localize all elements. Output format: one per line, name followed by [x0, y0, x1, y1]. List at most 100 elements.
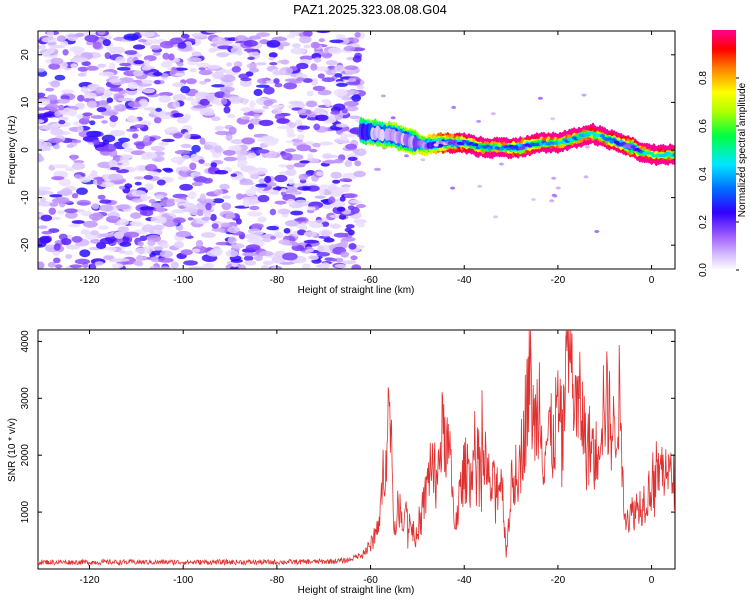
noise-blob: [45, 103, 59, 110]
noise-blob: [223, 106, 231, 114]
noise-blob: [144, 164, 158, 172]
noise-blob: [60, 40, 69, 47]
noise-blob: [330, 171, 342, 179]
noise-blob: [137, 241, 144, 247]
noise-blob: [160, 266, 171, 269]
noise-blob: [336, 206, 346, 212]
noise-blob: [286, 164, 295, 170]
noise-blob: [179, 183, 194, 191]
noise-blob: [280, 59, 290, 65]
noise-speck: [390, 116, 396, 120]
noise-speck: [530, 198, 536, 201]
noise-blob: [307, 255, 319, 261]
noise-blob: [342, 186, 350, 193]
noise-blob: [38, 141, 48, 148]
noise-blob: [38, 113, 53, 118]
noise-blob: [326, 65, 336, 70]
noise-blob: [298, 173, 308, 181]
noise-blob: [248, 35, 262, 40]
noise-blob: [247, 56, 255, 60]
noise-blob: [344, 227, 352, 233]
noise-blob: [304, 249, 314, 253]
noise-blob: [54, 196, 70, 203]
figure-title: PAZ1.2025.323.08.08.G04: [293, 2, 447, 17]
noise-blob: [38, 225, 48, 230]
noise-blob: [235, 218, 242, 225]
noise-blob: [99, 99, 108, 108]
noise-blob: [126, 117, 139, 123]
y-tick-label: 0: [20, 147, 31, 153]
noise-blob: [261, 264, 269, 269]
noise-blob: [51, 176, 65, 181]
noise-blob: [286, 133, 296, 138]
noise-blob: [191, 181, 203, 187]
noise-blob: [192, 105, 208, 109]
noise-blob: [283, 228, 291, 234]
signal-cell: [672, 153, 675, 157]
noise-speck: [551, 176, 557, 180]
noise-blob: [172, 113, 184, 118]
noise-speck: [549, 199, 555, 203]
noise-blob: [81, 61, 91, 67]
noise-blob: [164, 168, 174, 173]
signal-cell: [473, 143, 479, 147]
noise-blob: [257, 216, 267, 223]
snr-marks: [38, 330, 675, 567]
noise-blob: [153, 246, 164, 251]
noise-blob: [97, 31, 106, 36]
noise-speck: [451, 105, 457, 109]
x-tick-label: -80: [270, 275, 285, 286]
noise-blob: [217, 40, 233, 45]
noise-blob: [119, 241, 132, 247]
noise-blob: [227, 226, 240, 234]
noise-blob: [330, 110, 341, 115]
noise-blob: [69, 264, 83, 269]
noise-blob: [164, 127, 179, 134]
x-tick-label: -40: [457, 275, 472, 286]
spectrogram-x-ticks: -120 -100 -80 -60 -40 -20 0: [80, 31, 655, 286]
noise-blob: [321, 52, 332, 59]
noise-blob: [132, 70, 144, 77]
noise-blob: [238, 73, 250, 79]
noise-blob: [292, 43, 301, 49]
noise-blob: [83, 92, 97, 99]
noise-blob: [263, 86, 275, 95]
noise-blob: [279, 68, 286, 76]
noise-blob: [345, 81, 361, 86]
noise-blob: [268, 52, 278, 58]
noise-blob: [80, 229, 90, 235]
noise-blob: [347, 205, 355, 211]
noise-speck: [550, 117, 556, 121]
noise-blob: [189, 67, 197, 73]
noise-blob: [230, 243, 245, 249]
noise-blob: [98, 225, 109, 230]
noise-blob: [278, 164, 288, 168]
noise-blob: [200, 232, 216, 238]
noise-blob: [247, 123, 254, 130]
noise-blob: [152, 71, 163, 77]
noise-blob: [116, 204, 131, 210]
noise-blob: [318, 38, 325, 43]
noise-blob: [243, 255, 254, 261]
noise-blob: [315, 171, 324, 176]
noise-blob: [96, 177, 103, 185]
noise-blob: [315, 114, 329, 122]
noise-blob: [288, 178, 295, 185]
noise-blob: [281, 152, 293, 161]
noise-blob: [155, 194, 165, 199]
noise-blob: [99, 204, 114, 212]
y-tick-label: -10: [20, 190, 31, 205]
noise-blob: [49, 45, 56, 54]
noise-blob: [61, 238, 72, 246]
noise-blob: [143, 135, 151, 143]
noise-blob: [178, 205, 185, 209]
noise-blob: [188, 266, 204, 269]
noise-blob: [141, 156, 150, 160]
noise-blob: [115, 56, 126, 64]
noise-blob: [199, 80, 207, 85]
noise-speck: [555, 186, 561, 190]
noise-blob: [220, 97, 228, 105]
noise-blob: [303, 31, 313, 37]
noise-blob: [158, 91, 174, 97]
y-tick-label: 20: [20, 49, 31, 61]
